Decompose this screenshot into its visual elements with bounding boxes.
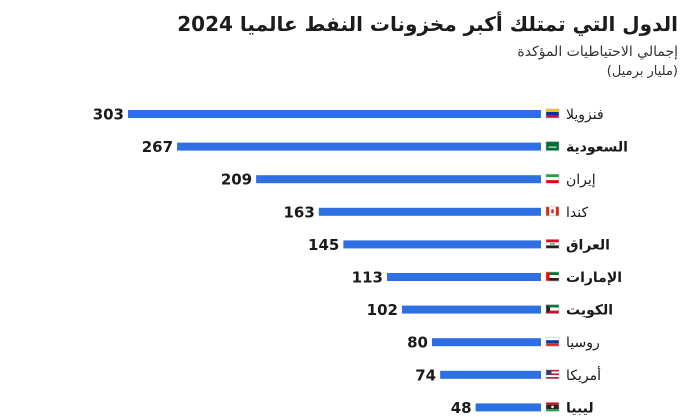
usa-flag-icon — [545, 369, 560, 380]
bar — [475, 403, 541, 412]
value-label: 80 — [407, 334, 428, 352]
venezuela-flag-icon — [545, 108, 560, 119]
bar-row: 48 ليبيا — [451, 399, 594, 417]
bar — [256, 175, 541, 184]
category-label: الإمارات — [566, 270, 622, 286]
bar-row: 303 فنزويلا — [93, 106, 604, 124]
chart-title: الدول التي تمتلك أكبر مخزونات النفط عالم… — [177, 12, 678, 36]
value-label: 163 — [284, 203, 315, 221]
value-label: 267 — [142, 138, 173, 156]
bar — [318, 207, 541, 216]
saudi-flag-icon — [545, 141, 560, 151]
category-label: فنزويلا — [566, 107, 604, 123]
category-label: ليبيا — [566, 400, 594, 416]
category-label: إيران — [566, 172, 596, 188]
bar — [401, 305, 541, 314]
value-label: 209 — [221, 171, 252, 189]
value-label: 113 — [352, 269, 383, 287]
category-label: العراق — [566, 237, 610, 253]
bar — [440, 370, 541, 379]
chart-subtitle: إجمالي الاحتياطيات المؤكدة — [517, 44, 678, 60]
bar-row: 80 روسيا — [407, 334, 600, 352]
category-label: روسيا — [566, 335, 600, 351]
bar — [177, 142, 541, 151]
chart-unit: (مليار برميل) — [606, 64, 678, 79]
bar — [431, 338, 541, 347]
bar — [386, 273, 541, 281]
value-label: 74 — [415, 366, 436, 384]
value-label: 145 — [308, 236, 339, 254]
kuwait-flag-icon — [545, 304, 560, 314]
bar — [343, 240, 541, 249]
category-label: السعودية — [566, 140, 628, 156]
canada-flag-icon — [545, 206, 560, 217]
uae-flag-icon — [545, 271, 560, 282]
libya-flag-icon — [545, 402, 560, 412]
value-label: 303 — [93, 106, 124, 124]
russia-flag-icon — [545, 336, 560, 347]
bar-row: 267 السعودية — [142, 138, 628, 156]
value-label: 48 — [451, 399, 472, 417]
iraq-flag-icon — [545, 239, 560, 249]
bar-row: 209 إيران — [221, 171, 596, 189]
bar-row: 113 الإمارات — [352, 269, 622, 287]
category-label: كندا — [566, 205, 588, 221]
bar — [128, 110, 541, 118]
category-label: أمريكا — [566, 366, 601, 384]
bar-row: 145 العراق — [308, 236, 610, 254]
bar-row: 163 كندا — [284, 203, 589, 221]
bar-row: 102 الكويت — [367, 301, 613, 319]
bar-row: 74 أمريكا — [415, 366, 601, 385]
category-label: الكويت — [566, 303, 613, 319]
value-label: 102 — [367, 301, 398, 319]
iran-flag-icon — [545, 173, 560, 184]
